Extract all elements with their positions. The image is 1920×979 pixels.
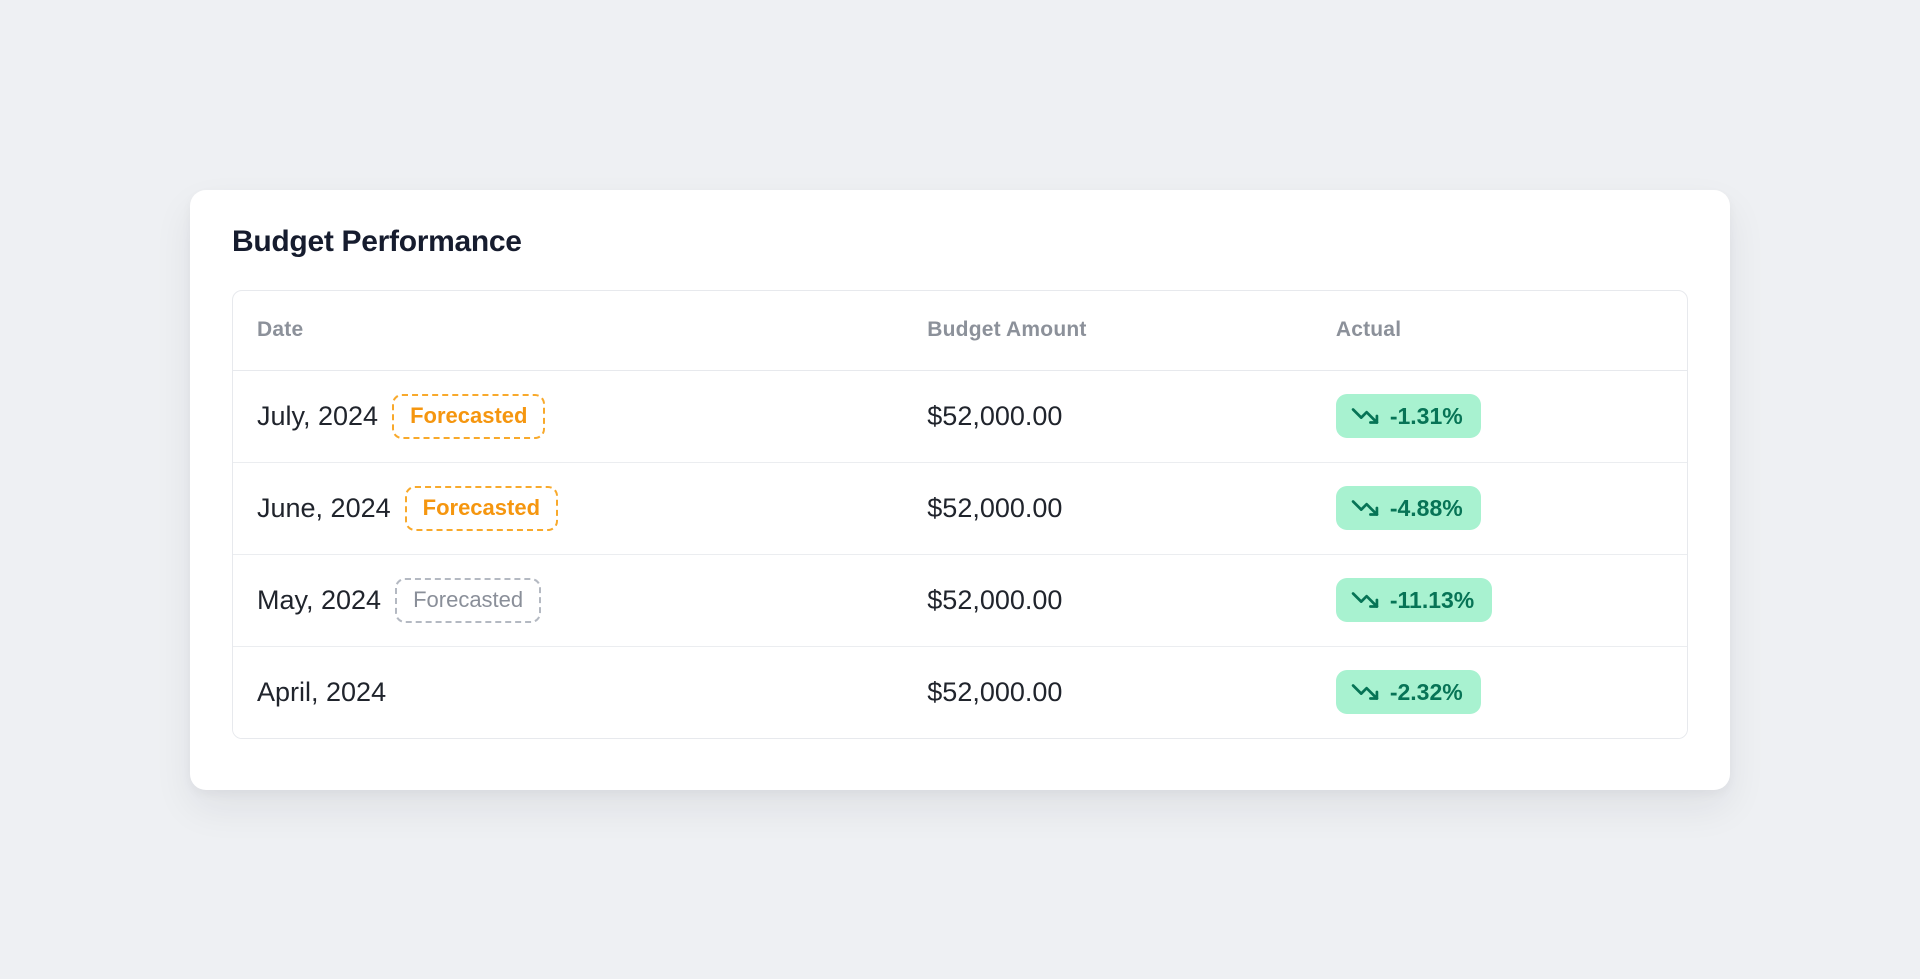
date-label: April, 2024 (257, 676, 387, 707)
actual-change-badge: -11.13% (1335, 578, 1493, 622)
page-title: Budget Performance (232, 225, 522, 258)
date-label: May, 2024 (257, 584, 382, 615)
budget-table: Date Budget Amount Actual July, 2024 For… (232, 290, 1688, 739)
actual-change-value: -2.32% (1389, 679, 1463, 706)
forecasted-badge: Forecasted (395, 577, 542, 623)
date-label: June, 2024 (257, 492, 391, 523)
trending-down-icon (1350, 679, 1380, 705)
actual-change-value: -1.31% (1389, 403, 1463, 429)
trending-down-icon (1350, 587, 1380, 613)
forecasted-badge: Forecasted (404, 485, 559, 531)
budget-performance-card: Budget Performance Date Budget Amount Ac… (190, 190, 1730, 790)
budget-amount: $52,000.00 (903, 646, 1312, 738)
forecasted-badge: Forecasted (392, 393, 546, 439)
budget-amount: $52,000.00 (903, 370, 1312, 463)
actual-change-badge: -4.88% (1335, 486, 1481, 530)
table-row: April, 2024 $52,000.00 -2. (233, 646, 1687, 738)
table-row: July, 2024 Forecasted $52,000.00 (233, 370, 1687, 463)
trending-down-icon (1350, 403, 1380, 429)
table-header-row: Date Budget Amount Actual (233, 291, 1687, 371)
column-header-date: Date (233, 291, 904, 371)
date-label: July, 2024 (257, 400, 379, 431)
actual-change-badge: -1.31% (1335, 394, 1481, 438)
table-row: May, 2024 Forecasted $52,000.00 (233, 554, 1687, 647)
actual-change-badge: -2.32% (1335, 670, 1481, 715)
column-header-actual: Actual (1311, 291, 1687, 371)
trending-down-icon (1350, 495, 1380, 521)
table-row: June, 2024 Forecasted $52,000.00 (233, 462, 1687, 555)
budget-amount: $52,000.00 (903, 462, 1312, 555)
budget-amount: $52,000.00 (903, 554, 1312, 647)
column-header-budget-amount: Budget Amount (903, 291, 1312, 371)
actual-change-value: -11.13% (1389, 587, 1475, 613)
actual-change-value: -4.88% (1389, 495, 1463, 521)
